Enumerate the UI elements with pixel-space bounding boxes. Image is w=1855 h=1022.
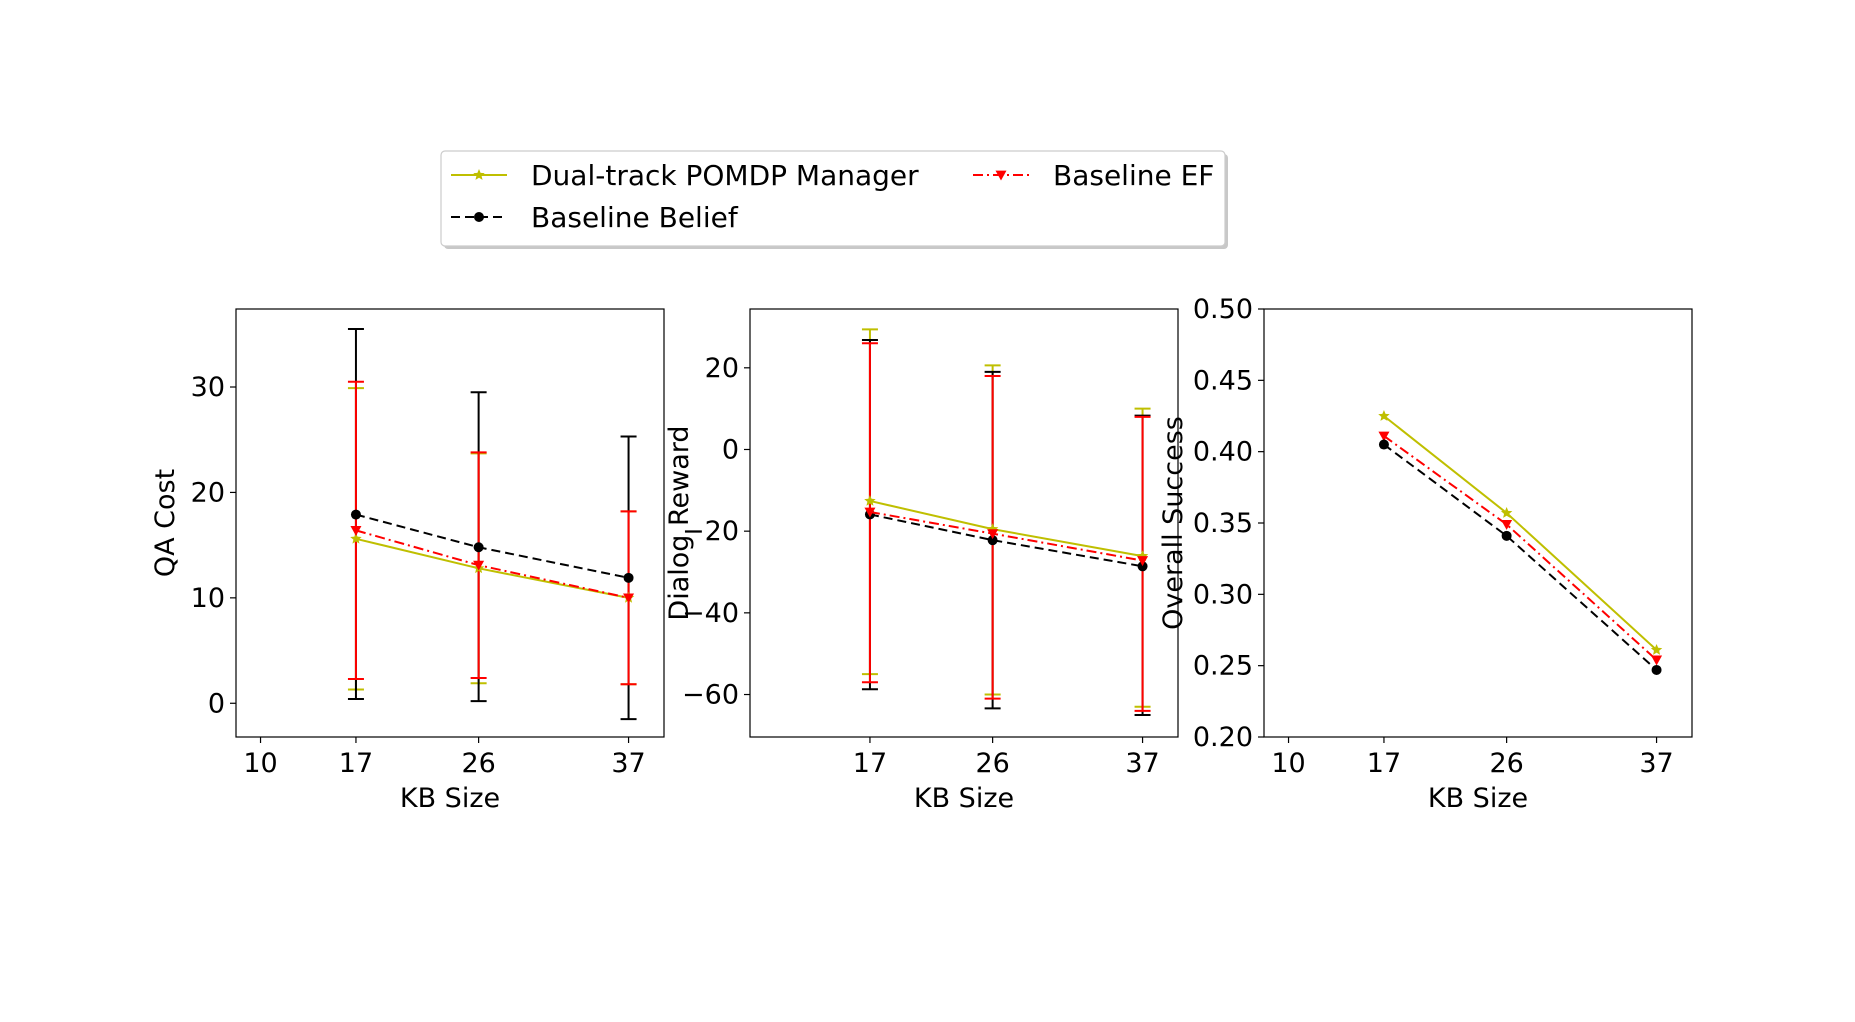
- point-belief: [350, 509, 361, 520]
- legend-marker: [474, 212, 484, 222]
- y-tick-label: 20: [705, 353, 739, 384]
- chart-panel-3: 10 17 26 37 0.20 0.25 0.30 0.35 0.40 0.45 0.50 KB S…: [1158, 294, 1693, 814]
- legend-label: Baseline Belief: [531, 201, 739, 234]
- legend-item-ef: Baseline EF: [973, 159, 1214, 192]
- y-tick-label: 10: [191, 583, 225, 614]
- chart-panel-1: 10 17 26 37 0 10 20 30 KB Size QA Cost: [150, 308, 665, 814]
- point-ef: [1651, 655, 1663, 666]
- y-tick-label: 0.25: [1193, 651, 1253, 682]
- x-tick-label: 17: [853, 748, 887, 779]
- y-tick-label: 20: [191, 477, 225, 508]
- point-belief: [1378, 439, 1389, 450]
- point-belief: [623, 572, 634, 583]
- point-ef: [1137, 556, 1149, 567]
- series-line-belief: [1383, 443, 1658, 671]
- data-layer: [861, 328, 1151, 716]
- point-belief: [1137, 561, 1148, 572]
- y-tick-label: 0.20: [1193, 722, 1253, 753]
- x-tick-label: 26: [461, 748, 495, 779]
- series-line-belief: [869, 513, 1143, 568]
- point-dual: [350, 532, 362, 544]
- point-ef: [1378, 431, 1390, 442]
- point-belief: [1501, 530, 1512, 541]
- x-tick-label: 26: [975, 748, 1009, 779]
- y-tick-label: 0.30: [1193, 579, 1253, 610]
- point-belief: [473, 542, 484, 553]
- x-tick-label: 26: [1489, 748, 1523, 779]
- point-ef: [1501, 520, 1513, 530]
- x-axis-label: KB Size: [400, 783, 500, 814]
- chart-panels: 10 17 26 37 0 10 20 30 KB Size QA Cost 17 26 37 −60 −4…: [150, 294, 1693, 814]
- point-ef: [473, 560, 485, 571]
- point-belief: [987, 535, 998, 546]
- y-tick-label: 0: [722, 434, 739, 465]
- x-axis-label: KB Size: [1428, 783, 1528, 814]
- legend-label: Baseline EF: [1053, 159, 1214, 192]
- data-layer: [347, 328, 637, 721]
- x-tick-label: 10: [1271, 748, 1305, 779]
- point-ef: [864, 507, 876, 518]
- y-axis-label: QA Cost: [150, 469, 181, 577]
- x-axis-label: KB Size: [914, 783, 1014, 814]
- y-tick-label: −60: [682, 680, 739, 711]
- series-line-dual: [1383, 415, 1658, 651]
- y-axis-label: Overall Success: [1158, 416, 1189, 630]
- x-tick-label: 17: [1367, 748, 1401, 779]
- point-belief: [1651, 664, 1662, 675]
- point-dual: [1650, 643, 1663, 655]
- plot-frame: [235, 308, 665, 738]
- point-dual: [1500, 507, 1513, 518]
- series-line-dual: [869, 499, 1143, 558]
- legend-marker: [473, 169, 485, 180]
- legend: Dual-track POMDP Manager Baseline EF Basel…: [440, 150, 1228, 249]
- series-line-ef: [1383, 435, 1658, 661]
- point-ef: [987, 529, 999, 540]
- series-line-ef: [355, 529, 629, 599]
- x-tick-label: 37: [1125, 748, 1159, 779]
- series-line-ef: [869, 510, 1143, 562]
- x-tick-label: 17: [339, 748, 373, 779]
- y-tick-label: −20: [682, 516, 739, 547]
- y-tick-label: 0.45: [1193, 365, 1253, 396]
- point-ef: [350, 525, 362, 536]
- legend-label: Dual-track POMDP Manager: [531, 159, 919, 192]
- y-tick-label: 0.35: [1193, 508, 1253, 539]
- legend-item-dual: Dual-track POMDP Manager: [451, 159, 919, 192]
- x-tick-label: 10: [243, 748, 277, 779]
- x-tick-label: 37: [611, 748, 645, 779]
- data-layer: [1378, 410, 1663, 675]
- plot-frame: [749, 308, 1179, 738]
- y-tick-label: 0: [208, 688, 225, 719]
- y-axis-label: Dialog Reward: [664, 425, 695, 620]
- legend-marker: [995, 170, 1007, 181]
- legend-item-belief: Baseline Belief: [451, 201, 739, 234]
- point-dual: [864, 494, 876, 506]
- point-dual: [1378, 410, 1390, 421]
- y-tick-label: 0.50: [1193, 294, 1253, 325]
- point-ef: [623, 593, 635, 604]
- x-tick-label: 37: [1639, 748, 1673, 779]
- y-tick-label: −40: [682, 598, 739, 629]
- y-tick-label: 0.40: [1193, 437, 1253, 468]
- plot-frame: [1263, 308, 1693, 738]
- y-tick-label: 30: [191, 372, 225, 403]
- chart-panel-2: 17 26 37 −60 −40 −20 0 20 KB Size Dialog Reward: [664, 308, 1179, 814]
